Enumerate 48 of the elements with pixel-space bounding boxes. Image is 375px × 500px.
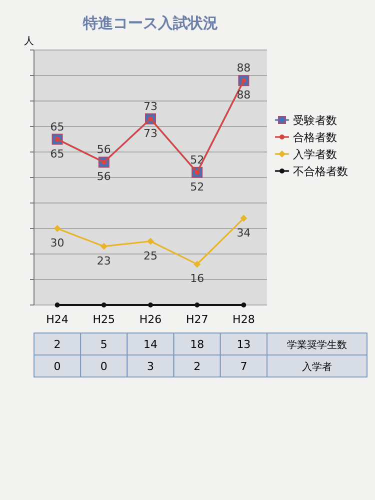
data-label: 65 (50, 147, 64, 160)
legend-label: 受験者数 (293, 114, 337, 127)
text: 0 (100, 360, 108, 373)
data-label: 52 (190, 153, 204, 166)
data-label: 88 (236, 62, 251, 75)
x-tick-label: H27 (186, 313, 208, 326)
point (240, 214, 248, 222)
point (241, 302, 246, 308)
data-label: 34 (236, 226, 251, 240)
point (194, 302, 200, 308)
text: 13 (236, 338, 251, 351)
text: 入学者 (302, 361, 332, 373)
data-label: 52 (190, 180, 204, 194)
data-label: 30 (50, 236, 64, 250)
y-axis-title: 人 (24, 36, 34, 47)
point (147, 238, 154, 245)
text: 14 (144, 338, 158, 351)
legend-label: 合格者数 (293, 131, 337, 144)
text: 学業奨学生数 (287, 339, 347, 351)
text: 18 (190, 338, 204, 351)
point (101, 302, 106, 308)
point (54, 225, 61, 232)
point (148, 302, 153, 308)
data-label: 88 (236, 88, 251, 102)
x-tick-label: H24 (46, 313, 68, 326)
text: 2 (54, 338, 61, 351)
chart-title: 特進コース入試状況 (82, 14, 218, 32)
data-label: 56 (96, 143, 111, 156)
data-label: 56 (96, 170, 111, 184)
point (100, 242, 108, 250)
data-label: 65 (50, 120, 64, 134)
data-label: 16 (190, 272, 204, 286)
x-tick-label: H26 (139, 313, 162, 326)
point (54, 302, 60, 308)
x-tick-label: H28 (232, 313, 255, 326)
point (194, 260, 201, 268)
data-label: 23 (96, 254, 111, 268)
text: 7 (240, 360, 248, 373)
legend-label: 不合格者数 (293, 165, 348, 178)
x-tick-label: H25 (92, 313, 116, 326)
text: 3 (147, 360, 154, 373)
text: 2 (194, 360, 201, 373)
data-label: 73 (144, 100, 158, 113)
data-label: 25 (144, 249, 158, 262)
text: 0 (54, 360, 61, 373)
legend-label: 入学者数 (293, 148, 337, 161)
text: 5 (100, 338, 108, 351)
data-label: 73 (144, 126, 158, 140)
